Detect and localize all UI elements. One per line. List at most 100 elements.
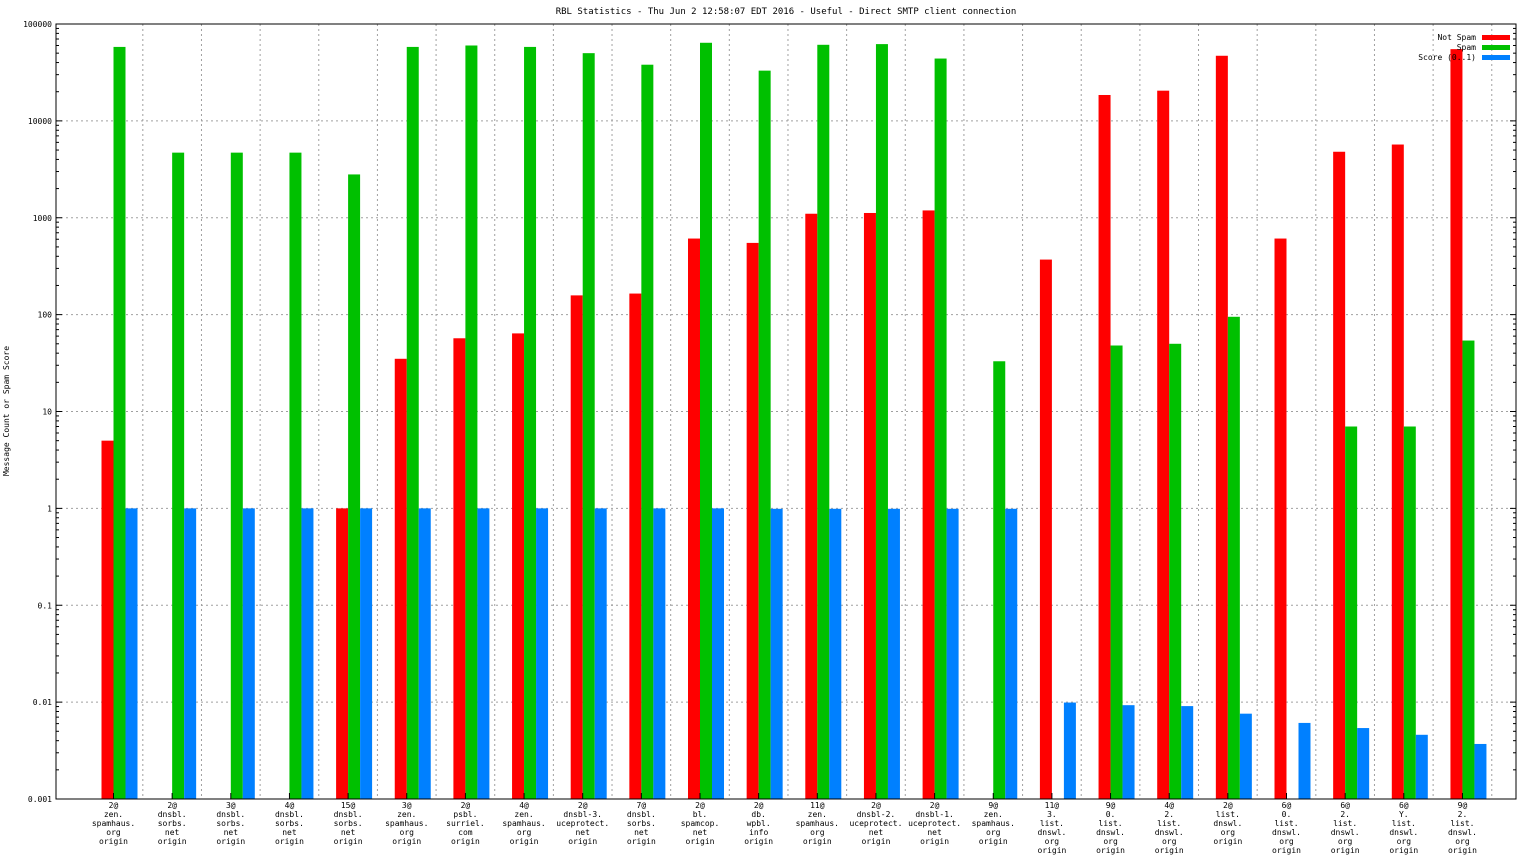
x-category-label: org: [986, 828, 1001, 837]
bar-score-0-1: [1005, 508, 1018, 799]
bar-spam: [289, 152, 302, 800]
x-category-label: dnsbl.: [275, 810, 304, 819]
x-category-label: list.: [1333, 819, 1357, 828]
bar-score-0-1: [829, 508, 842, 799]
legend-swatch: [1482, 35, 1510, 40]
bar-not-spam: [1450, 49, 1463, 800]
x-category-label: 9@: [988, 801, 998, 810]
x-category-label: sorbs.: [627, 819, 656, 828]
x-category-label: origin: [216, 837, 245, 846]
bar-score-0-1: [1415, 734, 1428, 799]
legend-swatch: [1482, 45, 1510, 50]
x-category-label: dnsbl-1.: [915, 810, 954, 819]
bar-spam: [230, 152, 243, 800]
x-category-label: origin: [861, 837, 890, 846]
bar-spam: [524, 46, 537, 800]
grid-layer: [56, 24, 1516, 799]
bar-score-0-1: [1122, 705, 1135, 799]
x-category-label: com: [458, 828, 473, 837]
y-tick-label: 0.01: [33, 698, 52, 707]
x-category-label: net: [575, 828, 590, 837]
x-category-label: origin: [158, 837, 187, 846]
x-category-label: net: [282, 828, 297, 837]
bar-not-spam: [1215, 55, 1228, 800]
bar-spam: [817, 44, 830, 800]
x-category-label: 2.: [1164, 810, 1174, 819]
x-category-label: net: [341, 828, 356, 837]
bar-not-spam: [863, 212, 876, 800]
bar-score-0-1: [770, 508, 783, 799]
x-category-label: dnsbl.: [627, 810, 656, 819]
x-category-label: zen.: [104, 810, 123, 819]
bar-not-spam: [1391, 144, 1404, 799]
bar-score-0-1: [946, 508, 959, 799]
bar-not-spam: [336, 508, 349, 799]
bar-not-spam: [512, 333, 525, 799]
x-category-label: origin: [99, 837, 128, 846]
x-category-label: 2@: [754, 801, 764, 810]
bar-score-0-1: [536, 508, 549, 799]
x-category-label: origin: [1096, 846, 1125, 855]
x-category-label: sorbs.: [216, 819, 245, 828]
bar-score-0-1: [1239, 713, 1252, 799]
x-category-label: org: [400, 828, 415, 837]
bar-spam: [1462, 340, 1475, 799]
bars-layer: [101, 42, 1487, 800]
x-category-label: 0.: [1106, 810, 1116, 819]
x-category-label: dnswl.: [1155, 828, 1184, 837]
x-category-label: dnswl.: [1272, 828, 1301, 837]
x-category-label: zen.: [984, 810, 1003, 819]
x-category-label: list.: [1392, 819, 1416, 828]
legend-label: Score (0..1): [1418, 53, 1476, 62]
x-category-label: origin: [1272, 846, 1301, 855]
bar-not-spam: [688, 238, 700, 800]
bar-spam: [406, 46, 419, 800]
x-category-label: net: [693, 828, 708, 837]
bar-spam: [1403, 426, 1416, 799]
bar-not-spam: [1274, 238, 1287, 800]
y-tick-label: 1: [47, 504, 52, 513]
y-tick-label: 0.1: [38, 601, 53, 610]
legend-label: Spam: [1457, 43, 1476, 52]
x-category-label: org: [810, 828, 825, 837]
x-category-label: org: [1397, 837, 1412, 846]
x-category-label: dnsbl.: [216, 810, 245, 819]
bar-spam: [172, 152, 185, 800]
x-category-label: wpbl.: [747, 819, 771, 828]
x-category-label: dnswl.: [1389, 828, 1418, 837]
x-category-label: spamhaus.: [972, 819, 1015, 828]
x-category-label: origin: [510, 837, 539, 846]
bar-score-0-1: [477, 508, 490, 799]
x-category-label: uceprotect.: [849, 819, 902, 828]
x-category-label: dnswl.: [1213, 819, 1242, 828]
x-category-label: dnsbl.: [334, 810, 363, 819]
y-tick-label: 10: [42, 408, 52, 417]
bar-not-spam: [394, 358, 407, 799]
bar-score-0-1: [887, 508, 900, 799]
bar-spam: [113, 46, 126, 800]
x-category-label: 2@: [930, 801, 940, 810]
x-category-label: 2@: [695, 801, 705, 810]
x-category-label: 2@: [1223, 801, 1233, 810]
x-category-label: org: [1279, 837, 1294, 846]
x-category-label: origin: [920, 837, 949, 846]
x-category-label: org: [1103, 837, 1118, 846]
x-category-label: dnsbl-3.: [563, 810, 602, 819]
bar-score-0-1: [653, 508, 666, 799]
x-category-label: net: [927, 828, 942, 837]
bar-score-0-1: [418, 508, 431, 799]
x-category-label: zen.: [514, 810, 533, 819]
x-category-label: 3@: [402, 801, 412, 810]
x-category-label: 9@: [1106, 801, 1116, 810]
x-category-label: list.: [1274, 819, 1298, 828]
x-category-label: 11@: [1045, 801, 1060, 810]
x-category-label: origin: [1331, 846, 1360, 855]
x-category-label: 2.: [1458, 810, 1468, 819]
x-category-label: org: [1045, 837, 1060, 846]
bar-spam: [465, 45, 478, 800]
bar-score-0-1: [1063, 702, 1076, 799]
bar-spam: [934, 58, 947, 799]
bar-spam: [1345, 426, 1358, 799]
bar-not-spam: [1333, 151, 1346, 799]
